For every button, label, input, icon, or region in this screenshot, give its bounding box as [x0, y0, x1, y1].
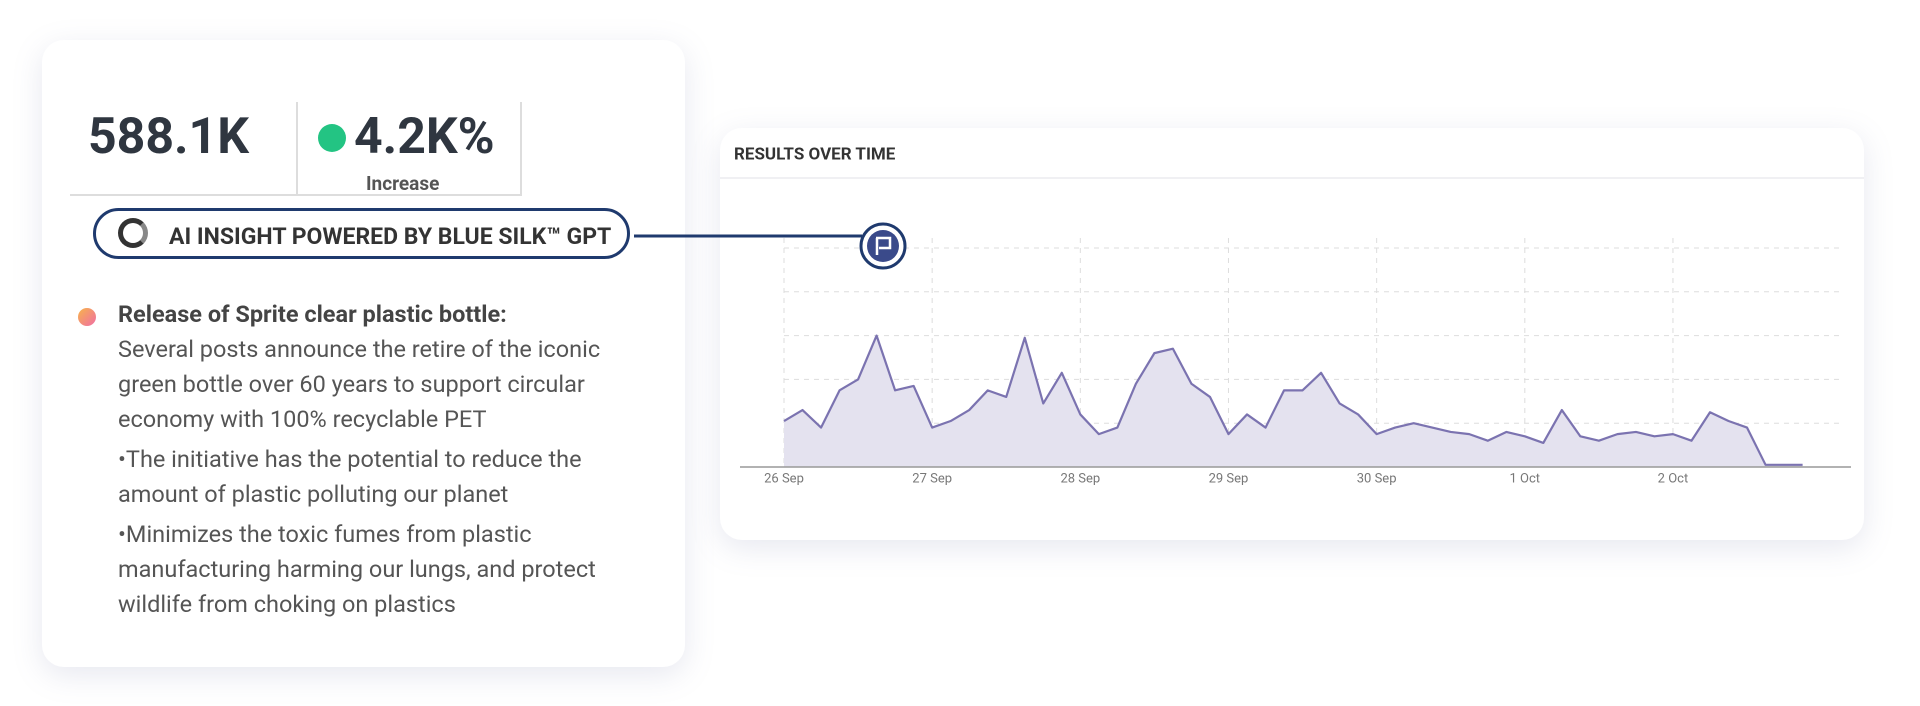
paragraph: Several posts announce the retire of the…: [118, 335, 601, 433]
plot: 26 Sep 27 Sep 28 Sep 29 Sep 30 Sep 1 Oct 2 Oct: [740, 238, 1851, 486]
banner-text: AI INSIGHT POWERED BY BLUE SILK™ GPT: [169, 223, 612, 250]
x-tick-label: 28 Sep: [1060, 471, 1100, 486]
paragraph: •Minimizes the toxic fumes from plastic …: [118, 520, 596, 618]
area: [784, 335, 1803, 467]
change-box: 4.2K% Increase: [296, 102, 522, 196]
metric-value: 588.1K: [88, 108, 250, 166]
x-tick-label: 30 Sep: [1357, 471, 1397, 486]
line: [783, 334, 1803, 466]
x-tick-label: 26 Sep: [764, 471, 804, 486]
chart-title: RESULTS OVER TIME: [734, 144, 896, 164]
x-tick-label: 27 Sep: [912, 471, 952, 486]
insight-body: Release of Sprite clear plastic bottle: …: [118, 297, 658, 627]
insight-card: 588.1K 4.2K% Increase AI INSIGHT POWERED…: [42, 40, 685, 667]
x-tick-label: 2 Oct: [1658, 471, 1689, 486]
x-tick-label: 1 Oct: [1510, 471, 1541, 486]
logo: [118, 218, 148, 248]
chart-card: [720, 128, 1864, 540]
increase-icon: [318, 124, 346, 152]
flag-marker-inner: [867, 230, 899, 262]
paragraph: •The initiative has the potential to red…: [118, 445, 582, 508]
metric-box: 588.1K: [70, 102, 298, 196]
change-value: 4.2K%: [354, 108, 495, 166]
insight-title: Release of Sprite clear plastic bottle:: [118, 300, 507, 328]
x-tick-label: 29 Sep: [1209, 471, 1249, 486]
ai-banner: AI INSIGHT POWERED BY BLUE SILK™ GPT: [93, 208, 630, 259]
flag-icon: [875, 236, 892, 255]
bullet: [78, 308, 96, 326]
change-label: Increase: [366, 172, 440, 195]
